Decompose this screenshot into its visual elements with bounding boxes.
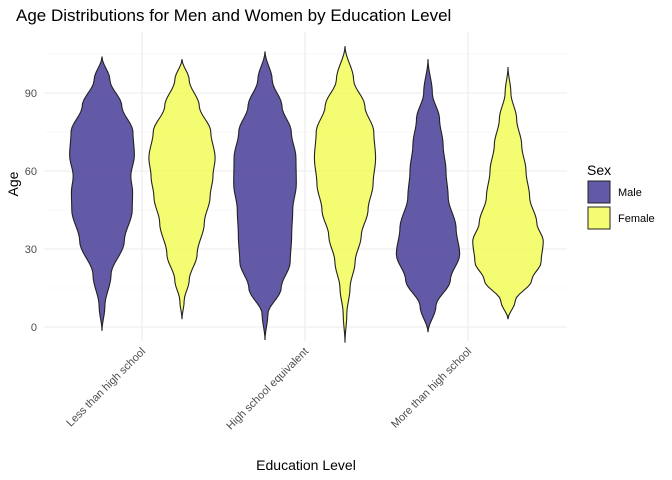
- violins: [69, 46, 544, 343]
- legend-label-male: Male: [618, 187, 642, 199]
- legend-key-male: [587, 180, 611, 204]
- y-axis-ticks: 0 30 60 90: [25, 88, 37, 334]
- x-axis-title: Education Level: [256, 457, 356, 473]
- y-tick-label: 60: [25, 166, 37, 178]
- violin-male-2: [233, 51, 297, 341]
- legend-title: Sex: [587, 162, 611, 178]
- legend: Sex Male Female: [587, 162, 655, 230]
- violin-male-3: [395, 59, 461, 333]
- violin-female-3: [472, 66, 544, 320]
- y-axis-title: Age: [5, 171, 21, 196]
- legend-key-female: [587, 206, 611, 230]
- violin-male-1: [69, 56, 135, 331]
- violin-female-1: [148, 59, 216, 320]
- x-tick-label: More than high school: [389, 346, 474, 431]
- x-axis-ticks: Less than high school High school equival…: [64, 346, 474, 433]
- y-tick-label: 30: [25, 244, 37, 256]
- violin-female-2: [313, 46, 377, 343]
- x-tick-label: Less than high school: [64, 346, 148, 430]
- chart-title: Age Distributions for Men and Women by E…: [16, 6, 451, 25]
- y-tick-label: 90: [25, 88, 37, 100]
- legend-label-female: Female: [618, 213, 655, 225]
- y-tick-label: 0: [31, 322, 37, 334]
- x-tick-label: High school equivalent: [224, 346, 311, 433]
